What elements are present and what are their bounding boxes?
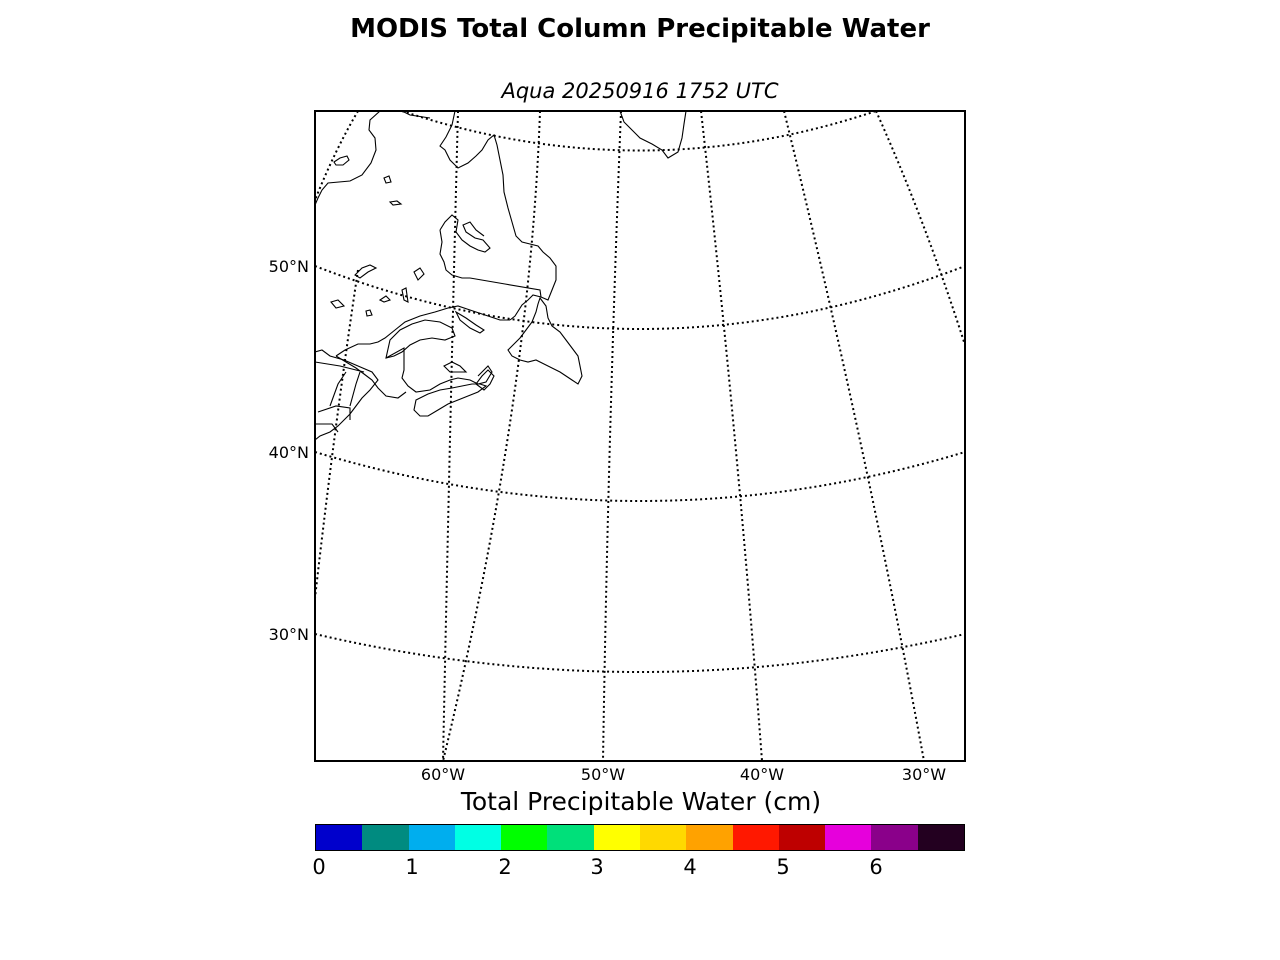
lon-label-60w: 60°W xyxy=(421,765,465,784)
coastlines xyxy=(315,111,687,441)
boundary-state-1 xyxy=(315,361,365,373)
meridian-35w xyxy=(783,111,925,761)
coastline-nova-scotia xyxy=(413,383,488,417)
colorbar-segment-4 xyxy=(501,825,548,850)
colorbar-tick-1: 1 xyxy=(405,855,419,879)
boundary-state-4 xyxy=(329,371,347,407)
colorbar-segment-11 xyxy=(825,825,872,850)
lon-label-50w: 50°W xyxy=(581,765,625,784)
colorbar-segment-3 xyxy=(454,825,502,850)
map-frame xyxy=(314,110,966,762)
colorbar-segment-13 xyxy=(917,825,964,850)
coastline-pei xyxy=(443,361,468,373)
parallel-30n xyxy=(315,633,965,673)
coastline-maine xyxy=(315,349,379,441)
meridian-west-edge xyxy=(315,269,359,599)
colorbar-segment-9 xyxy=(732,825,779,850)
coastline-quebec-north-shore xyxy=(335,305,510,357)
meridian-60w xyxy=(442,111,459,761)
boundary-state-3 xyxy=(315,423,339,433)
coastline-island-6 xyxy=(365,309,373,317)
coastline-labrador xyxy=(315,111,381,206)
coastline-small-island-1 xyxy=(333,155,350,166)
boundary-state-2 xyxy=(317,405,351,420)
colorbar-tick-4: 4 xyxy=(683,855,697,879)
colorbar-tick-0: 0 xyxy=(312,855,326,879)
figure-title: MODIS Total Column Precipitable Water xyxy=(350,14,930,44)
lon-label-30w: 30°W xyxy=(902,765,946,784)
lat-label-50n: 50°N xyxy=(269,257,309,276)
coastline-small-island-3 xyxy=(388,200,403,206)
colorbar-segment-8 xyxy=(686,825,733,850)
colorbar-segment-7 xyxy=(639,825,687,850)
coastline-island-4 xyxy=(354,264,378,279)
graticule xyxy=(315,111,965,761)
coastline-newfoundland xyxy=(507,296,583,385)
colorbar-tick-3: 3 xyxy=(590,855,604,879)
colorbar-segment-5 xyxy=(547,825,594,850)
parallel-40n xyxy=(315,451,965,502)
parallel-55n xyxy=(401,111,877,152)
coastline-island-7 xyxy=(378,295,392,303)
coastline-labrador-west xyxy=(439,229,470,279)
colorbar-tick-2: 2 xyxy=(498,855,512,879)
colorbar-segment-1 xyxy=(362,825,409,850)
coastline-island-8 xyxy=(401,287,409,303)
coastline-anticosti xyxy=(454,310,485,334)
colorbar-title: Total Precipitable Water (cm) xyxy=(460,787,822,816)
coastline-island-5 xyxy=(330,299,346,309)
lat-label-40n: 40°N xyxy=(269,443,309,462)
lat-label-30n: 30°N xyxy=(269,625,309,644)
coastline-island-9 xyxy=(413,267,425,281)
meridian-30w xyxy=(875,111,965,346)
coastline-cape-breton xyxy=(475,369,495,391)
coastline-labrador-inlets xyxy=(439,214,491,253)
colorbar-tick-6: 6 xyxy=(869,855,883,879)
colorbar-segment-2 xyxy=(408,825,455,850)
lon-label-40w: 40°W xyxy=(740,765,784,784)
colorbar-segment-12 xyxy=(871,825,918,850)
colorbar xyxy=(315,824,965,851)
coastline-new-brunswick xyxy=(385,347,493,393)
meridian-50w xyxy=(442,111,541,761)
figure-subtitle: Aqua 20250916 1752 UTC xyxy=(501,79,779,103)
coastline-labrador-east xyxy=(439,111,557,321)
boundary-us-canada xyxy=(335,355,407,399)
colorbar-tick-5: 5 xyxy=(776,855,790,879)
meridian-45w xyxy=(602,111,622,761)
coastline-small-island-2 xyxy=(383,175,392,184)
coastline-greenland-tip xyxy=(619,111,687,159)
coastline-hudson-strait xyxy=(401,111,431,119)
coastline-gaspe xyxy=(385,319,456,359)
meridian-40w xyxy=(700,111,763,761)
boundary-labrador-quebec xyxy=(469,277,542,298)
colorbar-segment-6 xyxy=(593,825,640,850)
meridian-70w xyxy=(315,111,359,201)
colorbar-segment-10 xyxy=(778,825,826,850)
colorbar-segment-0 xyxy=(316,825,363,850)
boundary-state-5 xyxy=(349,371,361,407)
